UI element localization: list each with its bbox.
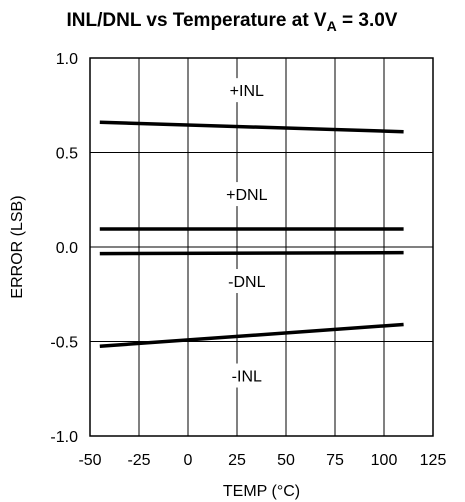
series-label-minus-dnl: -DNL: [228, 274, 265, 291]
x-axis-ticks: -50 -25 0 25 50 75 100 125: [78, 452, 446, 469]
x-tick-label: 75: [326, 452, 344, 469]
y-tick-label: -1.0: [50, 429, 78, 446]
series-label-plusminus-dnl: +DNL: [226, 187, 267, 204]
series-line-minus-inl: [99, 322, 404, 348]
y-tick-label: 0.0: [56, 240, 78, 257]
chart-title-tail: = 3.0V: [337, 10, 398, 31]
series-label-background: [218, 269, 275, 294]
series-label-background: [218, 78, 275, 103]
chart-title-subscript: A: [327, 18, 337, 34]
series-label-minus-inl: -INL: [232, 369, 262, 386]
series-line-minus-dnl: [99, 250, 404, 256]
y-axis-label: ERROR (LSB): [9, 195, 26, 298]
chart-title: INL/DNL vs Temperature at VA = 3.0V: [67, 10, 398, 34]
x-tick-label: 100: [371, 452, 398, 469]
x-tick-label: 125: [420, 452, 447, 469]
series-label-plusminus-inl: +INL: [230, 83, 264, 100]
series-label-background: [218, 363, 275, 388]
series-lines: [99, 120, 404, 348]
x-tick-label: 0: [184, 452, 193, 469]
y-axis-ticks: 1.0 0.5 0.0 -0.5 -1.0: [50, 51, 78, 446]
x-tick-label: 50: [277, 452, 295, 469]
series-label-background: [218, 182, 275, 207]
x-tick-label: -25: [127, 452, 150, 469]
y-tick-label: 0.5: [56, 146, 78, 163]
x-tick-label: -50: [78, 452, 101, 469]
y-tick-label: -0.5: [50, 335, 78, 352]
series-annotations: +INL +DNL -DNL -INL: [218, 78, 275, 388]
plot-area-frame: [89, 57, 434, 437]
series-line-plusminus-inl: [99, 120, 404, 134]
x-tick-label: 25: [228, 452, 246, 469]
chart-title-main: INL/DNL vs Temperature at V: [67, 10, 327, 31]
x-axis-label: TEMP (°C): [223, 483, 300, 500]
y-tick-label: 1.0: [56, 51, 78, 68]
